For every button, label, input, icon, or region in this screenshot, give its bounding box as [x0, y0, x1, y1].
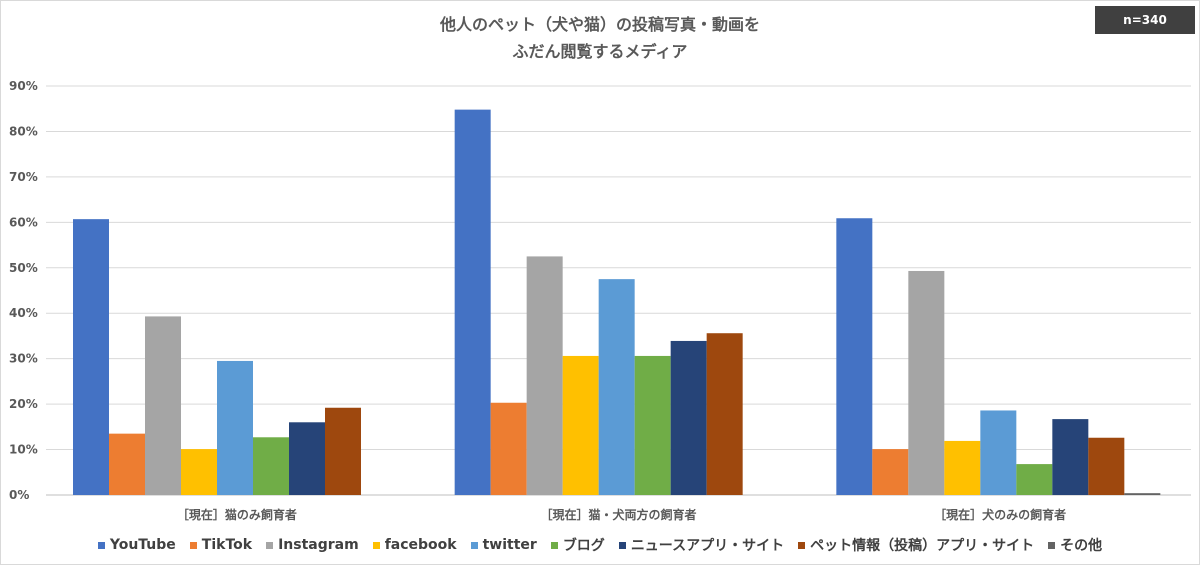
legend-item: ペット情報（投稿）アプリ・サイト	[798, 535, 1034, 555]
bar-0-0	[73, 219, 109, 495]
bar-0-3	[181, 449, 217, 495]
bar-1-5	[634, 355, 671, 495]
x-category-label: ［現在］猫のみ飼育者	[177, 507, 297, 522]
bar-2-8	[1124, 493, 1161, 495]
bar-2-3	[944, 440, 981, 495]
legend-item: TikTok	[189, 535, 253, 555]
legend-item: YouTube	[97, 535, 176, 555]
legend-swatch	[97, 541, 105, 549]
legend-label: その他	[1060, 538, 1103, 554]
legend-item: その他	[1048, 535, 1102, 555]
y-tick-label: 30%	[9, 352, 38, 366]
bar-1-2	[526, 256, 563, 495]
bar-2-6	[1052, 419, 1089, 495]
legend-item: ブログ	[550, 535, 605, 555]
legend-label: twitter	[482, 537, 537, 553]
legend-label: ブログ	[562, 538, 605, 554]
legend-swatch	[550, 541, 558, 549]
bar-2-2	[908, 270, 945, 495]
legend-swatch	[618, 541, 626, 549]
legend-swatch	[470, 541, 478, 549]
sample-size-badge: n=340	[1095, 6, 1195, 34]
bar-1-6	[670, 340, 707, 495]
y-tick-label: 10%	[9, 443, 38, 457]
legend-swatch	[798, 541, 806, 549]
legend-swatch	[189, 541, 197, 549]
bar-chart: 0% 10% 20% 30% 40% 50% 60% 70% 80% 90% ［現在］猫のみ飼育者 ［…	[9, 79, 1191, 522]
y-tick-label: 60%	[9, 215, 38, 229]
y-tick-label: 20%	[9, 397, 38, 411]
legend-label: facebook	[384, 537, 457, 553]
legend-label: ニュースアプリ・サイト	[630, 538, 785, 554]
legend-swatch	[372, 541, 380, 549]
bar-2-5	[1016, 464, 1053, 495]
x-category-label: ［現在］犬のみの飼育者	[934, 507, 1066, 522]
legend-label: YouTube	[109, 537, 176, 553]
bar-0-2	[145, 316, 181, 495]
y-tick-label: 70%	[9, 170, 38, 184]
chart-title-line-2: ふだん閲覧するメディア	[512, 42, 688, 61]
bar-0-5	[253, 437, 289, 495]
bar-0-4	[217, 360, 253, 495]
legend-item: twitter	[470, 535, 537, 555]
bar-0-6	[289, 422, 325, 495]
bar-1-3	[562, 355, 599, 495]
bar-1-0	[454, 109, 491, 496]
y-tick-label: 90%	[9, 79, 38, 93]
chart-title: 他人のペット（犬や猫）の投稿写真・動画を ふだん閲覧するメディア	[1, 11, 1199, 65]
y-tick-label: 50%	[9, 261, 38, 275]
y-tick-label: 40%	[9, 306, 38, 320]
y-tick-label: 0%	[9, 488, 29, 502]
legend-item: facebook	[372, 535, 457, 555]
legend-item: ニュースアプリ・サイト	[618, 535, 785, 555]
bar-2-1	[872, 449, 909, 495]
bar-1-7	[706, 333, 743, 495]
bar-0-7	[325, 407, 361, 495]
legend-swatch	[1048, 541, 1056, 549]
legend-swatch	[266, 541, 274, 549]
chart-legend: YouTube TikTok Instagram facebook twitter ブログ…	[1, 535, 1199, 555]
bar-2-7	[1088, 437, 1125, 495]
legend-label: Instagram	[278, 537, 359, 553]
bar-2-0	[836, 218, 873, 495]
legend-label: ペット情報（投稿）アプリ・サイト	[810, 538, 1035, 554]
legend-item: Instagram	[266, 535, 359, 555]
x-category-label: ［現在］猫・犬両方の飼育者	[540, 507, 696, 522]
bar-2-4	[980, 410, 1017, 495]
bar-0-1	[109, 433, 145, 495]
bar-1-4	[598, 279, 635, 495]
bar-1-1	[490, 402, 527, 495]
chart-title-line-1: 他人のペット（犬や猫）の投稿写真・動画を	[439, 15, 760, 34]
y-tick-label: 80%	[9, 124, 38, 138]
legend-label: TikTok	[201, 537, 253, 553]
